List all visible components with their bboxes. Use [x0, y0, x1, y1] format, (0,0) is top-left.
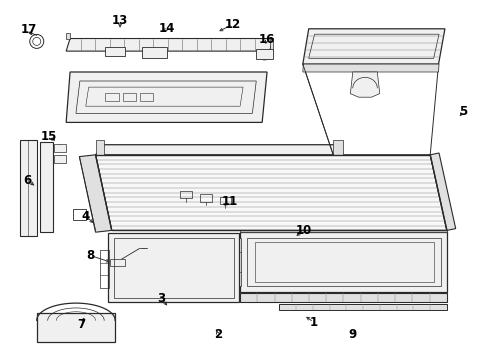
Polygon shape — [430, 153, 456, 230]
Circle shape — [262, 51, 268, 57]
Text: 13: 13 — [112, 14, 128, 27]
Polygon shape — [233, 238, 241, 286]
Text: 12: 12 — [224, 18, 241, 31]
Polygon shape — [66, 33, 70, 39]
Polygon shape — [105, 47, 125, 56]
Polygon shape — [37, 313, 115, 342]
Text: 15: 15 — [41, 130, 57, 143]
Polygon shape — [270, 39, 273, 51]
Polygon shape — [142, 47, 167, 58]
Polygon shape — [279, 304, 447, 310]
Polygon shape — [240, 293, 447, 302]
Text: 3: 3 — [158, 292, 166, 305]
Text: 8: 8 — [87, 249, 95, 262]
Polygon shape — [66, 72, 267, 122]
Text: 5: 5 — [459, 105, 467, 118]
Text: 9: 9 — [349, 328, 357, 341]
Polygon shape — [303, 64, 439, 72]
Text: 4: 4 — [82, 210, 90, 222]
Polygon shape — [96, 155, 447, 230]
Polygon shape — [333, 140, 343, 155]
Text: 6: 6 — [23, 174, 31, 186]
Polygon shape — [256, 49, 273, 59]
Polygon shape — [20, 140, 37, 236]
Text: 16: 16 — [259, 33, 275, 46]
Text: 2: 2 — [214, 328, 222, 341]
Polygon shape — [54, 155, 66, 163]
Polygon shape — [96, 145, 343, 155]
Text: 7: 7 — [77, 318, 85, 330]
Text: 14: 14 — [158, 22, 175, 35]
Text: 10: 10 — [295, 224, 312, 237]
Polygon shape — [350, 72, 380, 97]
Polygon shape — [303, 29, 445, 64]
Polygon shape — [240, 230, 447, 232]
Polygon shape — [240, 232, 447, 292]
Polygon shape — [54, 144, 66, 152]
Polygon shape — [79, 155, 112, 232]
Polygon shape — [40, 142, 53, 232]
Text: 1: 1 — [310, 316, 318, 329]
Polygon shape — [66, 39, 273, 51]
Text: 11: 11 — [222, 195, 239, 208]
Polygon shape — [96, 140, 104, 155]
Text: 17: 17 — [20, 23, 37, 36]
Polygon shape — [108, 233, 239, 302]
